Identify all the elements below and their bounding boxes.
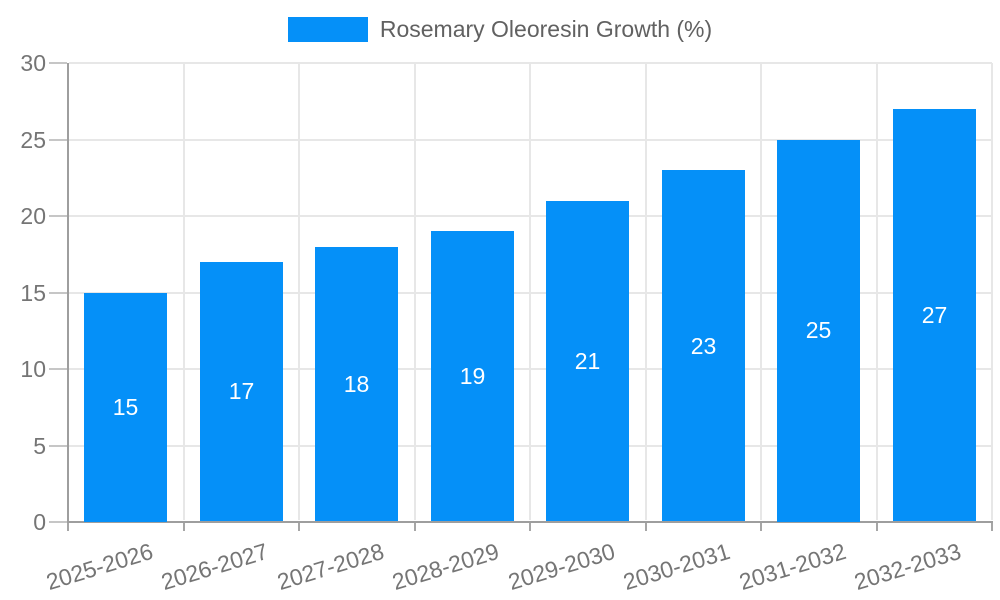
legend: Rosemary Oleoresin Growth (%) xyxy=(0,16,1000,43)
y-axis-tick xyxy=(49,521,67,523)
bar-value-label: 18 xyxy=(343,371,370,397)
y-tick-label: 0 xyxy=(33,509,46,535)
x-axis-line xyxy=(67,521,993,523)
y-axis-tick xyxy=(49,62,67,64)
x-axis-tick xyxy=(298,523,300,531)
gridline-vertical xyxy=(183,63,185,520)
gridline-vertical xyxy=(991,63,993,520)
bar xyxy=(431,231,514,521)
x-axis-tick xyxy=(414,523,416,531)
gridline-vertical xyxy=(298,63,300,520)
bar xyxy=(200,262,283,521)
y-tick-label: 20 xyxy=(20,203,46,229)
bar xyxy=(84,293,167,522)
y-axis-tick xyxy=(49,368,67,370)
x-axis-tick xyxy=(991,523,993,531)
bar xyxy=(546,201,629,521)
y-axis-tick xyxy=(49,139,67,141)
x-axis-tick xyxy=(760,523,762,531)
y-axis-tick xyxy=(49,215,67,217)
x-axis-tick xyxy=(183,523,185,531)
gridline-vertical xyxy=(876,63,878,520)
y-axis-line xyxy=(67,63,69,523)
legend-label: Rosemary Oleoresin Growth (%) xyxy=(379,16,713,42)
y-tick-label: 30 xyxy=(20,50,46,76)
bar xyxy=(777,140,860,522)
gridline-vertical xyxy=(645,63,647,520)
bar-value-label: 15 xyxy=(112,394,139,420)
bar xyxy=(662,170,745,521)
y-axis-tick xyxy=(49,292,67,294)
y-axis-tick xyxy=(49,445,67,447)
bar-value-label: 25 xyxy=(805,317,832,343)
x-axis-tick xyxy=(876,523,878,531)
x-axis-tick xyxy=(645,523,647,531)
legend-swatch xyxy=(287,17,368,42)
y-tick-label: 5 xyxy=(33,433,46,459)
x-axis-tick xyxy=(529,523,531,531)
x-axis-tick xyxy=(67,523,69,531)
bar-value-label: 17 xyxy=(228,378,255,404)
gridline-vertical xyxy=(760,63,762,520)
gridline-vertical xyxy=(414,63,416,520)
bar-value-label: 19 xyxy=(459,363,486,389)
bar xyxy=(315,247,398,521)
y-tick-label: 10 xyxy=(20,356,46,382)
bar-value-label: 27 xyxy=(921,302,948,328)
gridline-vertical xyxy=(529,63,531,520)
y-tick-label: 15 xyxy=(20,280,46,306)
bar-value-label: 23 xyxy=(690,333,717,359)
bar-value-label: 21 xyxy=(574,348,601,374)
y-tick-label: 25 xyxy=(20,127,46,153)
bar xyxy=(893,109,976,521)
